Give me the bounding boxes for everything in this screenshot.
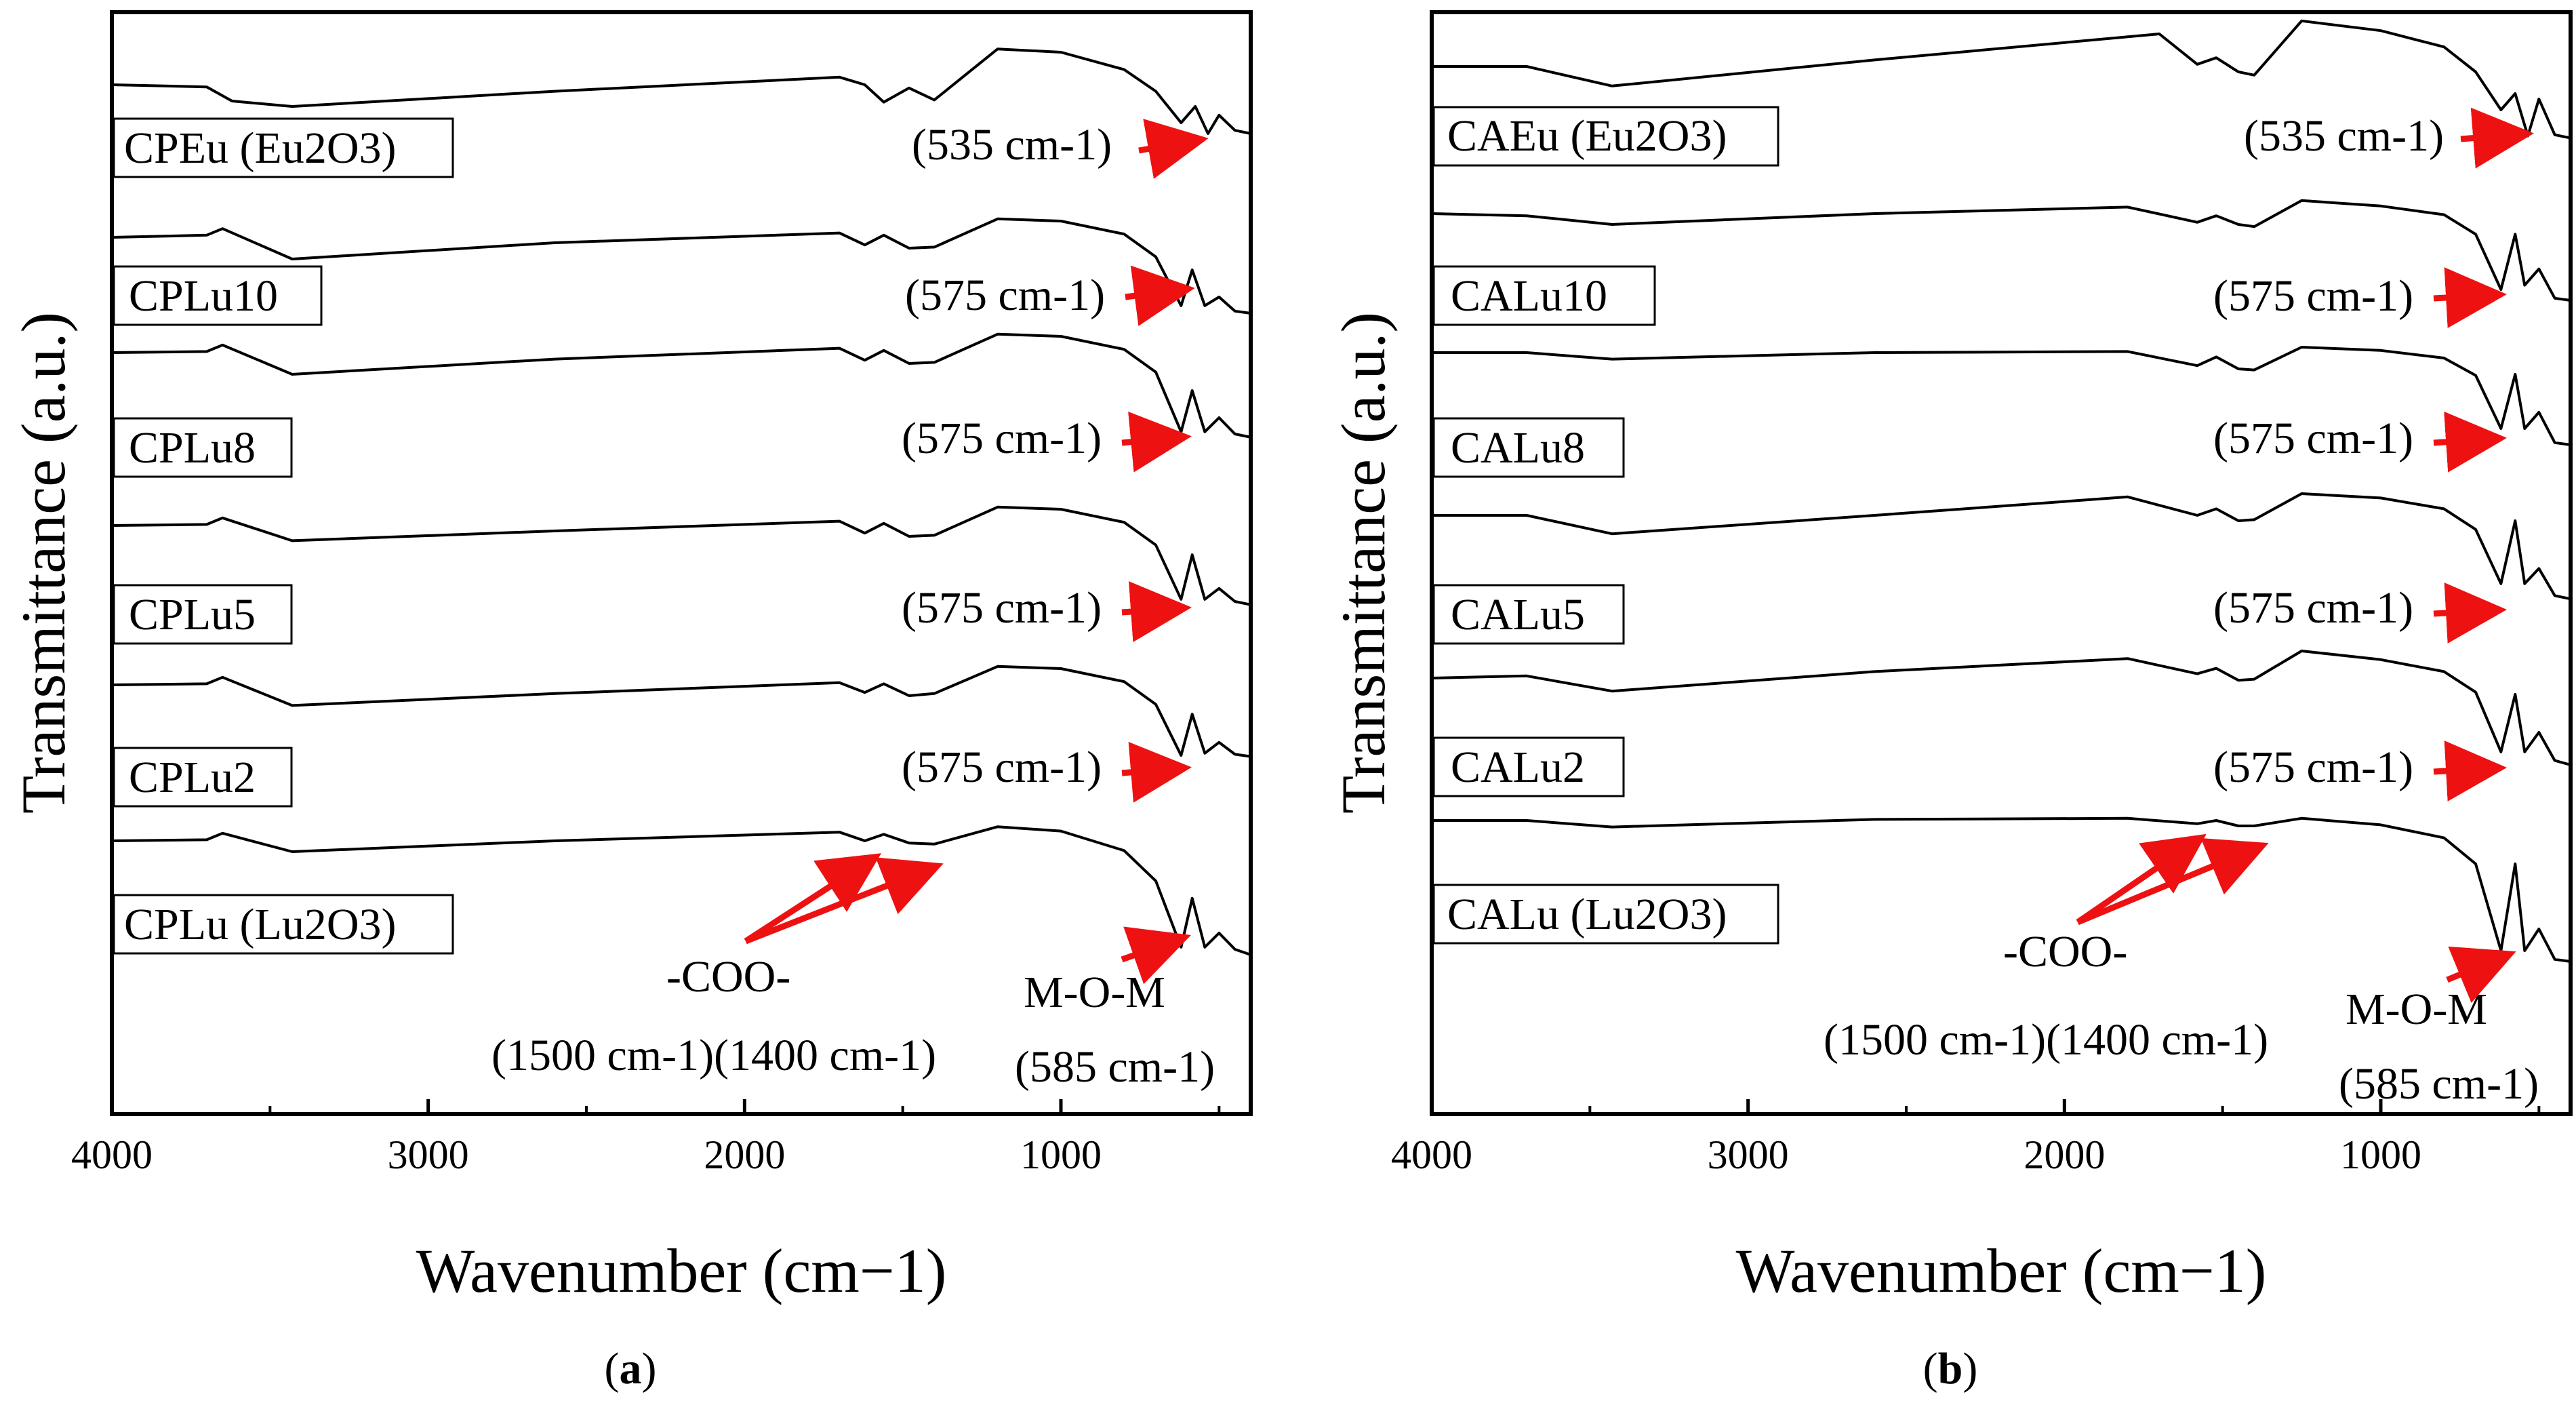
coo-arrow-1400: [744, 857, 944, 945]
series-curve: [111, 505, 1251, 606]
panel-letter: a: [620, 1344, 642, 1393]
peak-note: (575 cm-1): [2213, 743, 2413, 792]
x-tick-label: 1000: [2340, 1132, 2421, 1177]
sample-label-text: CPLu (Lu2O3): [124, 900, 396, 949]
peak-arrow: [1125, 265, 1195, 326]
sample-label-text: CALu5: [1451, 590, 1585, 639]
peak-note: (575 cm-1): [902, 414, 1102, 463]
annotation-mom: M-O-M: [1024, 968, 1165, 1017]
x-tick-label: 3000: [388, 1132, 469, 1177]
mom-arrow: [1121, 926, 1191, 985]
peak-arrow: [1121, 411, 1192, 473]
x-axis-title: Wavenumber (cm−1): [416, 1236, 947, 1305]
peak-note: (575 cm-1): [902, 743, 1102, 792]
x-axis-ticks: 4000 3000 2000 1000: [71, 1099, 1221, 1177]
sample-label-text: CALu8: [1451, 423, 1585, 473]
sample-label-text: CPEu (Eu2O3): [124, 123, 396, 173]
svg-text:CPEu (Eu2O3): CPEu (Eu2O3): [124, 123, 396, 173]
x-tick-label: 3000: [1708, 1132, 1789, 1177]
sample-label-text: CPLu5: [129, 590, 256, 639]
series-curve: [111, 665, 1251, 758]
coo-arrow-1500: [744, 853, 882, 944]
series-curve: [111, 332, 1251, 439]
peak-arrow: [1138, 119, 1209, 179]
series-curve: [1431, 650, 2571, 766]
sample-label-text: CPLu2: [129, 753, 256, 802]
y-axis-title: Transmittance (a.u.): [9, 312, 78, 814]
annotation-coo: -COO-: [2003, 927, 2127, 976]
mom-arrow: [2446, 946, 2516, 1004]
coo-arrow-1500: [2076, 833, 2207, 925]
panel-b: CAEu (Eu2O3) CALu10 CALu8 CALu5 CALu2 CA…: [1329, 10, 2573, 1393]
sample-label-text: CALu (Lu2O3): [1447, 890, 1727, 939]
peak-arrow: [2433, 411, 2507, 473]
coo-arrow-1400: [2076, 838, 2269, 926]
sample-label-box: CAEu (Eu2O3): [1432, 106, 1779, 167]
peak-note: (575 cm-1): [2213, 414, 2413, 463]
peak-note: (575 cm-1): [2213, 271, 2413, 321]
peak-arrow: [1121, 742, 1192, 803]
sample-label-text: CALu10: [1451, 271, 1607, 321]
x-tick-label: 1000: [1020, 1132, 1102, 1177]
plot-frame: [1430, 10, 2573, 1116]
peak-arrow: [2433, 267, 2507, 328]
series-curve: [111, 217, 1251, 315]
x-tick-label: 2000: [2024, 1132, 2105, 1177]
peak-arrow: [2433, 582, 2507, 644]
annotation-mom-note: (585 cm-1): [1015, 1042, 1215, 1092]
x-tick-label: 4000: [1391, 1132, 1472, 1177]
sample-label-box: CALu5: [1432, 584, 1625, 645]
sample-label-box: CPLu2: [113, 747, 293, 808]
x-axis-ticks: 4000 3000 2000 1000: [1391, 1099, 2541, 1177]
sample-label-box: CPLu10: [113, 265, 323, 326]
peak-note: (575 cm-1): [905, 271, 1105, 320]
sample-label-box: CALu8: [1432, 417, 1625, 478]
annotation-mom-note: (585 cm-1): [2339, 1059, 2539, 1109]
sample-label-box: CPLu5: [113, 584, 293, 645]
x-axis-title: Wavenumber (cm−1): [1736, 1236, 2267, 1305]
x-tick-label: 2000: [704, 1132, 785, 1177]
series-curve: [1432, 346, 2571, 446]
peak-note: (575 cm-1): [2213, 583, 2413, 633]
sample-label-box: CALu10: [1432, 265, 1656, 326]
sample-label-box: CPLu8: [113, 417, 293, 478]
panel-label: (a): [605, 1344, 657, 1393]
sample-label-box: CPEu (Eu2O3): [113, 117, 454, 178]
series-curve: [1432, 492, 2571, 601]
peak-note: (575 cm-1): [902, 583, 1102, 633]
sample-label-box: CALu2: [1432, 736, 1625, 797]
peak-arrow: [2433, 740, 2507, 802]
curve-group: [111, 47, 1251, 956]
annotation-mom: M-O-M: [2346, 985, 2487, 1034]
plot-frame: [110, 10, 1253, 1116]
panel-letter: b: [1938, 1344, 1963, 1393]
sample-label-text: CPLu8: [129, 423, 256, 473]
annotation-coo: -COO-: [666, 952, 790, 1002]
sample-label-text: CAEu (Eu2O3): [1447, 111, 1727, 161]
series-curve: [1431, 199, 2571, 302]
x-tick-label: 4000: [71, 1132, 153, 1177]
peak-note: (535 cm-1): [912, 120, 1112, 170]
peak-arrow: [2460, 107, 2534, 169]
panel-a: CPEu (Eu2O3) CPLu10 CPLu8 CPLu5 CPLu2 CP…: [9, 10, 1253, 1393]
sample-label-text: CPLu10: [129, 271, 278, 321]
panel-label: (b): [1923, 1344, 1978, 1393]
series-curve: [1432, 816, 2571, 963]
sample-label-box: CPLu (Lu2O3): [113, 894, 454, 955]
peak-arrow: [1121, 581, 1192, 642]
annotation-coo-note: (1500 cm-1)(1400 cm-1): [491, 1031, 936, 1080]
sample-label-box: CALu (Lu2O3): [1432, 884, 1779, 945]
curve-group: [1431, 19, 2571, 963]
y-axis-title: Transmittance (a.u.): [1329, 312, 1398, 814]
annotation-coo-note: (1500 cm-1)(1400 cm-1): [1824, 1015, 2268, 1065]
sample-label-text: CALu2: [1451, 743, 1585, 792]
peak-note: (535 cm-1): [2244, 111, 2444, 161]
series-curve: [111, 825, 1251, 956]
